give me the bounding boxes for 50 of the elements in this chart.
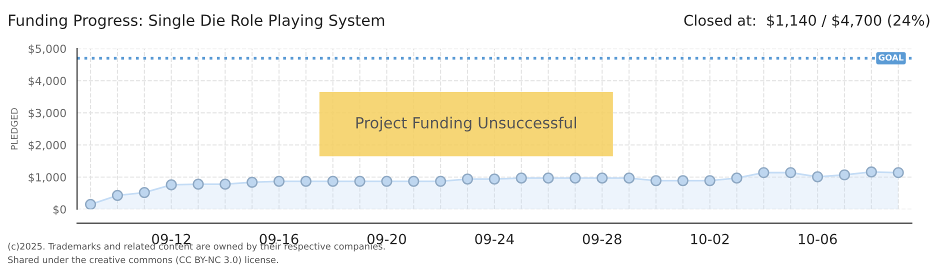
point: [838, 169, 850, 180]
y-tick-label: $1,000: [28, 172, 66, 183]
x-tick-label: 10-02: [691, 234, 729, 244]
point: [435, 176, 446, 187]
y-tick-label: $0: [53, 205, 66, 216]
y-axis-title: PLEDGED: [10, 108, 18, 150]
point: [516, 172, 527, 184]
x-tick-label: 09-16: [260, 234, 298, 244]
point: [220, 178, 231, 190]
point: [731, 172, 742, 184]
point: [650, 175, 662, 186]
point: [596, 172, 608, 184]
text: Shared under the creative commons (CC BY-NC 3.0) license.: [8, 256, 278, 264]
x-tick-label: 09-28: [582, 234, 622, 244]
point: [112, 190, 124, 201]
point: [785, 167, 796, 178]
y-tick-label: $2,000: [28, 140, 66, 151]
point: [192, 178, 204, 190]
point: [758, 167, 770, 178]
x-tick-label: 09-12: [152, 234, 190, 244]
point: [812, 171, 824, 182]
x-tick-label: 09-20: [367, 234, 406, 244]
point: [866, 166, 877, 178]
point: [570, 172, 581, 184]
point: [624, 172, 635, 184]
point: [488, 173, 500, 185]
point: [704, 175, 716, 186]
point: [138, 186, 150, 198]
y-tick-label: $3,000: [28, 108, 66, 119]
point: [246, 176, 258, 188]
y-tick-label: $4,000: [28, 76, 66, 87]
point: [381, 176, 392, 187]
x-tick-label: 10-06: [798, 234, 837, 244]
point: [166, 179, 177, 190]
point: [542, 172, 554, 184]
point: [273, 176, 285, 187]
chart-title: Funding Progress: Single Die Role Playing System: [9, 14, 384, 29]
point: [677, 175, 688, 186]
y-tick-label: $5,000: [28, 44, 66, 54]
ref-line-label: GOAL: [878, 54, 904, 61]
point: [327, 176, 338, 187]
point: [462, 173, 474, 185]
x-tick-label: 09-24: [475, 234, 514, 244]
chart-subtitle: Closed at: $1,140 / $4,700 (24%): [684, 14, 930, 28]
point: [892, 167, 904, 178]
point: [84, 198, 96, 210]
annotation: Project Funding Unsuccessful: [356, 116, 576, 132]
point: [354, 176, 366, 187]
point: [408, 176, 420, 187]
point: [300, 176, 312, 187]
